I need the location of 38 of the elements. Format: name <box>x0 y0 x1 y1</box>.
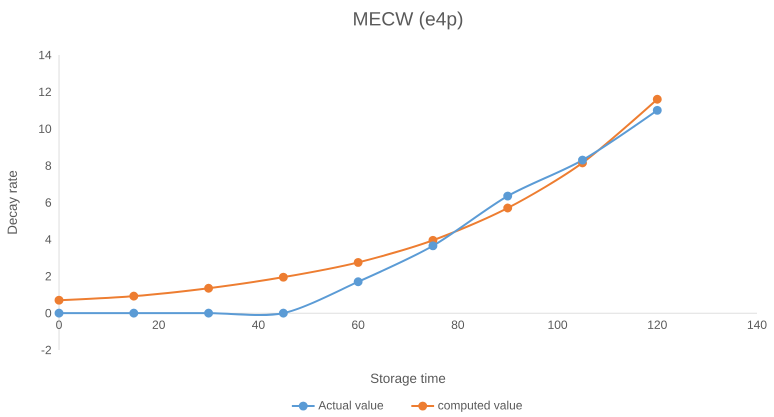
point <box>204 284 214 293</box>
point <box>278 308 288 318</box>
x-axis-title: Storage time <box>370 373 446 386</box>
chart-title: MECW (e4p) <box>354 12 462 30</box>
point <box>129 308 138 318</box>
point <box>503 192 512 201</box>
point <box>354 277 363 286</box>
y-tick-label: 0 <box>45 309 52 318</box>
x-tick-label: 0 <box>56 320 62 330</box>
point <box>54 308 64 318</box>
y-tick-label: 4 <box>45 235 52 244</box>
x-tick-label: 20 <box>152 320 165 330</box>
y-tick-label: 12 <box>39 88 52 96</box>
y-tick-label: -2 <box>42 346 52 354</box>
y-tick-label: 6 <box>46 198 52 207</box>
point <box>652 94 662 104</box>
x-tick-label: 80 <box>452 320 464 330</box>
y-tick-label: 10 <box>39 124 52 134</box>
x-tick-label: 120 <box>648 320 667 330</box>
point <box>129 292 138 301</box>
y-axis-title: Decay rate <box>8 171 20 234</box>
point <box>428 241 438 250</box>
point <box>354 258 363 268</box>
point <box>578 156 587 165</box>
y-tick-label: 8 <box>45 162 52 170</box>
legend-label: computed value <box>438 400 522 412</box>
point <box>503 204 512 213</box>
point <box>54 296 64 305</box>
point <box>204 308 214 318</box>
x-tick-label: 100 <box>548 320 568 330</box>
point <box>652 106 662 115</box>
point <box>278 272 288 282</box>
legend-label: Actual value <box>318 400 384 410</box>
y-tick-label: 14 <box>39 51 52 60</box>
x-tick-label: 60 <box>352 320 364 330</box>
y-tick-label: 2 <box>46 272 52 281</box>
x-tick-label: 40 <box>252 320 265 330</box>
x-tick-label: 140 <box>748 320 767 330</box>
